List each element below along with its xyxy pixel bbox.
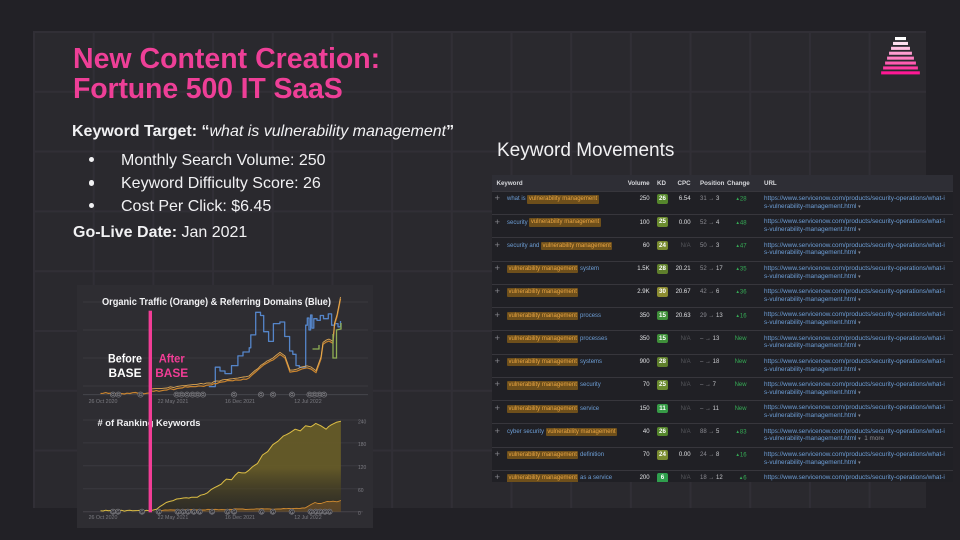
- svg-text:G: G: [140, 509, 143, 514]
- svg-text:G: G: [186, 509, 189, 514]
- svg-text:G: G: [198, 509, 201, 514]
- svg-text:BASE: BASE: [109, 366, 142, 380]
- svg-text:12 Jul 2022: 12 Jul 2022: [294, 399, 321, 405]
- svg-text:180: 180: [358, 442, 367, 448]
- svg-text:16 Dec 2021: 16 Dec 2021: [225, 515, 255, 521]
- svg-text:16 Dec 2021: 16 Dec 2021: [225, 399, 255, 405]
- svg-text:0: 0: [358, 511, 361, 517]
- svg-text:22 May 2021: 22 May 2021: [158, 515, 189, 521]
- svg-text:G: G: [175, 392, 178, 397]
- svg-text:G: G: [191, 392, 194, 397]
- svg-text:G: G: [111, 392, 114, 397]
- svg-text:G: G: [116, 509, 119, 514]
- svg-text:G: G: [318, 392, 321, 397]
- svg-text:G: G: [232, 392, 235, 397]
- svg-text:22 May 2021: 22 May 2021: [158, 399, 189, 405]
- svg-text:Organic Traffic (Orange) & Ref: Organic Traffic (Orange) & Referring Dom…: [102, 297, 331, 308]
- svg-text:G: G: [226, 509, 229, 514]
- svg-text:G: G: [260, 509, 263, 514]
- svg-text:G: G: [322, 392, 325, 397]
- svg-text:60: 60: [358, 488, 364, 494]
- svg-text:26 Oct 2020: 26 Oct 2020: [89, 515, 118, 521]
- svg-text:G: G: [290, 392, 293, 397]
- svg-text:G: G: [181, 509, 184, 514]
- svg-text:G: G: [111, 509, 114, 514]
- svg-text:26 Oct 2020: 26 Oct 2020: [89, 399, 118, 405]
- svg-text:G: G: [157, 509, 160, 514]
- svg-text:G: G: [180, 392, 183, 397]
- svg-text:G: G: [271, 392, 274, 397]
- svg-text:G: G: [323, 509, 326, 514]
- svg-text:G: G: [259, 392, 262, 397]
- svg-text:G: G: [210, 509, 213, 514]
- svg-text:G: G: [328, 509, 331, 514]
- svg-text:G: G: [309, 509, 312, 514]
- svg-text:G: G: [290, 509, 293, 514]
- svg-text:After: After: [159, 351, 185, 365]
- svg-text:G: G: [314, 509, 317, 514]
- svg-text:G: G: [201, 392, 204, 397]
- svg-text:12 Jul 2022: 12 Jul 2022: [294, 515, 321, 521]
- svg-text:G: G: [196, 392, 199, 397]
- svg-text:G: G: [308, 392, 311, 397]
- svg-text:G: G: [176, 509, 179, 514]
- svg-text:G: G: [192, 509, 195, 514]
- svg-text:G: G: [117, 392, 120, 397]
- svg-text:G: G: [271, 509, 274, 514]
- svg-text:BASE: BASE: [155, 366, 188, 380]
- svg-text:G: G: [139, 392, 142, 397]
- svg-text:240: 240: [358, 419, 367, 425]
- svg-text:120: 120: [358, 465, 367, 471]
- svg-text:G: G: [232, 509, 235, 514]
- svg-text:Before: Before: [108, 351, 142, 365]
- svg-text:G: G: [185, 392, 188, 397]
- svg-text:G: G: [313, 392, 316, 397]
- svg-text:G: G: [319, 509, 322, 514]
